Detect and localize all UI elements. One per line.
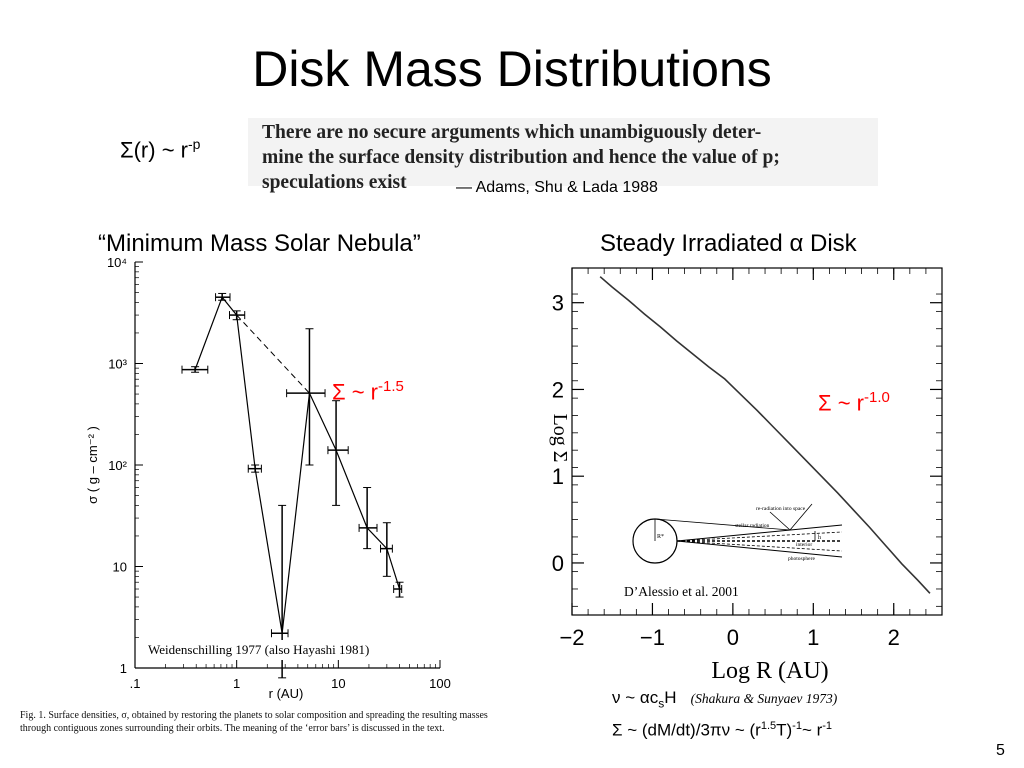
left-x-tick-label: .1 [130,676,141,691]
viscosity-relation: ν ~ αcsH (Shakura & Sunyaev 1973) [612,688,837,710]
left-chart-y-label: σ ( g – cm⁻² ) [85,426,100,504]
right-panel-title: Steady Irradiated α Disk [600,230,857,257]
star-circle [632,518,678,564]
photosphere-upper [676,531,843,542]
quote-text: There are no secure arguments which unam… [262,122,780,193]
right-x-tick-label: 0 [727,625,739,650]
flux-arrow [789,503,813,531]
right-x-tick-label: 2 [888,625,900,650]
right-series-line [599,276,931,594]
left-y-tick-label: 10 [113,560,127,575]
surface-density-law-exponent: -p [187,136,201,152]
right-slope-base: Σ ~ r [818,390,864,416]
sigma-relation-a: Σ ~ (dM/dt)/3πν ~ (r [612,720,761,740]
left-y-tick-label: 10³ [108,357,127,372]
slide-title: Disk Mass Distributions [252,41,772,97]
stellar-radiation-label: stellar radiation [735,523,770,529]
viscosity-relation-a: ν ~ αc [612,688,659,707]
height-label: h [818,535,821,541]
right-chart-y-label: Log Σ [549,414,571,463]
left-slope-base: Σ ~ r [332,379,378,405]
left-x-tick-label: 1 [233,676,240,691]
viscosity-relation-sub: s [658,696,665,711]
interior-label: interior [796,542,812,548]
left-slope-exponent: -1.5 [378,378,404,395]
right-chart-axes: 0 1 2 3 −2 −1 0 1 2 [552,267,943,650]
reradiation-label: re-radiation into space [756,506,806,512]
left-citation: Weidenschilling 1977 (also Hayashi 1981) [144,640,374,660]
photosphere-label: photosphere [788,556,815,562]
disk-upper-surface [676,524,843,542]
left-y-tick-label: 10² [108,458,127,473]
surface-density-relation: Σ ~ (dM/dt)/3πν ~ (r1.5T)-1~ r-1 [612,720,832,741]
sigma-relation-c: ~ r [801,720,823,740]
right-x-tick-label: −2 [559,625,584,650]
sigma-relation-exp1: 1.5 [760,720,777,732]
sigma-relation-b: T) [776,720,793,740]
sigma-relation-exp2: -1 [792,720,802,732]
right-y-tick-label: 3 [552,291,564,316]
quote-image-background [248,118,878,186]
viscosity-relation-b: H [664,688,677,707]
left-chart-x-label: r (AU) [269,686,304,701]
right-y-tick-label: 2 [552,377,564,402]
right-x-tick-label: 1 [807,625,819,650]
sigma-relation-exp3: -1 [822,720,833,732]
quote-attribution: — Adams, Shu & Lada 1988 [456,179,658,196]
left-slope-annotation: Σ ~ r-1.5 [332,378,404,405]
disk-schematic-inset: R* re-radiation into space stellar radia… [632,503,843,564]
photosphere-lower [676,540,843,552]
surface-density-law-base: Σ(r) ~ r [120,137,188,163]
right-x-tick-label: −1 [640,625,665,650]
left-x-tick-label: 10 [331,676,345,691]
right-chart-x-label: Log R (AU) [711,658,828,684]
stellar-ray [654,518,791,531]
right-slope-annotation: Σ ~ r-1.0 [818,389,890,416]
left-x-tick-label: 100 [429,676,451,691]
right-chart-frame [571,267,943,616]
reradiation-arrow [769,511,791,531]
star-radius-label: R* [657,534,664,540]
right-citation: D’Alessio et al. 2001 [622,584,741,600]
right-y-tick-label: 0 [552,551,564,576]
page-number: 5 [996,742,1005,759]
right-slope-exponent: -1.0 [864,389,890,406]
left-y-tick-label: 1 [120,661,127,676]
left-chart-data [181,292,404,679]
surface-density-law: Σ(r) ~ r-p [120,136,200,163]
disk-lower-surface [676,540,843,558]
figure-caption: Fig. 1. Surface densities, σ, obtained b… [20,710,488,734]
right-y-tick-label: 1 [552,464,564,489]
viscosity-reference: (Shakura & Sunyaev 1973) [690,691,838,706]
left-dashed-segment [236,314,310,394]
right-chart-data [599,276,931,594]
left-series-line [194,296,401,634]
left-panel-title: “Minimum Mass Solar Nebula” [98,230,421,257]
